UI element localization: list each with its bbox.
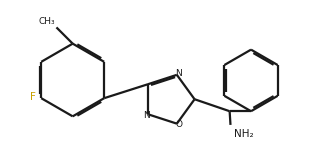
Text: F: F [30, 92, 36, 102]
Text: N: N [175, 69, 181, 79]
Text: NH₂: NH₂ [234, 129, 254, 139]
Text: O: O [175, 120, 182, 129]
Text: N: N [144, 111, 150, 120]
Text: CH₃: CH₃ [38, 17, 55, 26]
